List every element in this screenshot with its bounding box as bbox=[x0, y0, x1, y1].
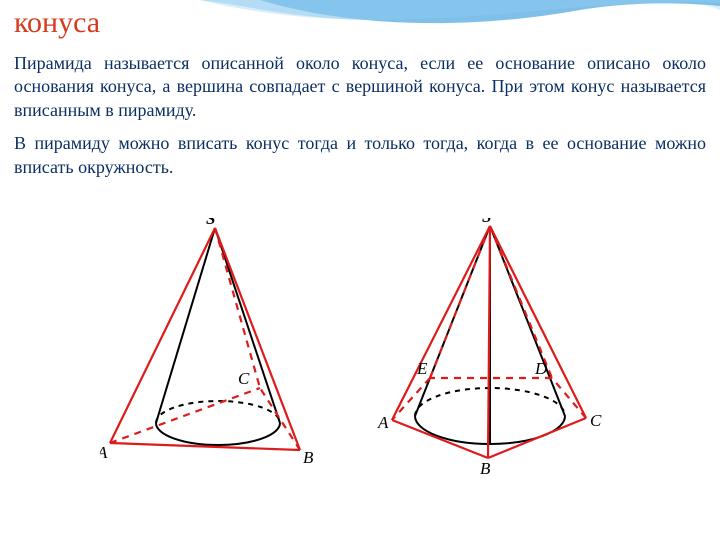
label-C-left: C bbox=[238, 369, 250, 388]
label-D-right: D bbox=[534, 359, 548, 378]
paragraph-1: Пирамида называется описанной около кону… bbox=[14, 52, 706, 122]
geometry-figures: S A B C bbox=[100, 218, 620, 488]
label-S-left: S bbox=[206, 218, 215, 228]
label-E-right: E bbox=[416, 359, 428, 378]
page-title: конуса bbox=[14, 6, 100, 39]
figure-right: S A B C D E bbox=[377, 218, 602, 478]
slide: конуса Пирамида называется описанной око… bbox=[0, 0, 720, 540]
figure-left: S A B C bbox=[100, 218, 314, 467]
label-B-left: B bbox=[303, 448, 314, 467]
label-S-right: S bbox=[482, 218, 491, 226]
label-C-right: C bbox=[590, 411, 602, 430]
label-A-right: A bbox=[377, 413, 389, 432]
label-B-right: B bbox=[480, 459, 491, 478]
wave-decoration bbox=[0, 0, 720, 50]
paragraph-2: В пирамиду можно вписать конус тогда и т… bbox=[14, 132, 706, 179]
label-A-left: A bbox=[100, 443, 108, 462]
body-text: Пирамида называется описанной около кону… bbox=[14, 52, 706, 179]
